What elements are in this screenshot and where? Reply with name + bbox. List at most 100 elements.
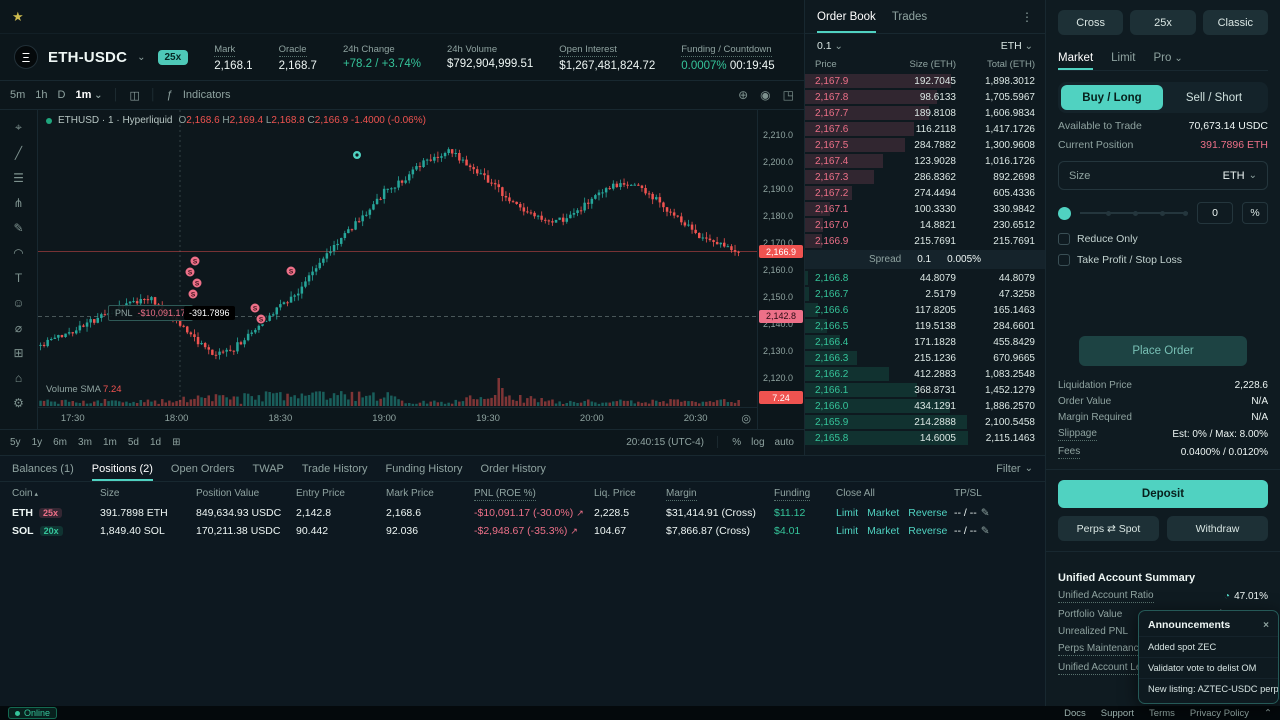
footer-link-privacy-policy[interactable]: Privacy Policy (1189, 707, 1250, 719)
sell-order-marker[interactable]: S (187, 288, 199, 300)
orderbook-row[interactable]: 2,166.0 434.1291 1,886.2570 (805, 398, 1045, 414)
indicators-button[interactable]: Indicators (182, 89, 231, 101)
orderbook-tab-order-book[interactable]: Order Book (817, 0, 876, 33)
dots-menu-icon[interactable]: ⋮ (1021, 9, 1033, 24)
slider-track[interactable] (1080, 210, 1188, 216)
orderbook-row[interactable]: 2,166.9 215.7691 215.7691 (805, 233, 1045, 249)
candle-style-icon[interactable]: ◫ (129, 89, 140, 102)
scale-auto[interactable]: auto (774, 437, 794, 448)
orderbook-row[interactable]: 2,166.7 2.5179 47.3258 (805, 286, 1045, 302)
orderbook-row[interactable]: 2,167.8 98.6133 1,705.5967 (805, 89, 1045, 105)
range-1d[interactable]: 1d (149, 437, 162, 448)
order-tab-limit[interactable]: Limit (1111, 52, 1136, 64)
pair-name[interactable]: ETH-USDC (48, 48, 128, 66)
drawing-tool-icon-6[interactable]: T (14, 271, 23, 285)
range-5y[interactable]: 5y (10, 437, 21, 448)
drawing-tool-icon-11[interactable]: ⚙ (13, 396, 24, 410)
slider-knob[interactable] (1058, 206, 1071, 220)
sell-order-marker[interactable]: S (285, 265, 297, 277)
range-6m[interactable]: 6m (53, 437, 68, 448)
timeframe-5m[interactable]: 5m (10, 89, 26, 101)
sell-order-marker[interactable]: S (184, 266, 196, 278)
range-3m[interactable]: 3m (78, 437, 92, 448)
orderbook-row[interactable]: 2,166.3 215.1236 670.9665 (805, 350, 1045, 366)
withdraw-button[interactable]: Withdraw (1167, 516, 1268, 541)
action-limit[interactable]: Limit (836, 507, 859, 519)
tab-balances[interactable]: Balances (1) (12, 462, 74, 475)
announcement-item[interactable]: New listing: AZTEC-USDC perps (1139, 678, 1278, 699)
drawing-tool-icon-7[interactable]: ☺ (12, 296, 25, 310)
orderbook-row[interactable]: 2,167.3 286.8362 892.2698 (805, 169, 1045, 185)
drawing-tool-icon-9[interactable]: ⊞ (13, 346, 24, 360)
orderbook-row[interactable]: 2,167.0 14.8821 230.6512 (805, 217, 1045, 233)
orderbook-row[interactable]: 2,166.4 171.1828 455.8429 (805, 334, 1045, 350)
sell-short-button[interactable]: Sell / Short (1185, 91, 1243, 104)
mode-button-cross[interactable]: Cross (1058, 10, 1124, 35)
sell-order-marker[interactable]: S (189, 255, 201, 267)
chart-tool-icon-2[interactable]: ◳ (782, 88, 794, 102)
size-unit-select[interactable]: ETH ⌄ (1222, 169, 1257, 182)
order-tab-pro[interactable]: Pro ⌄ (1153, 52, 1183, 64)
action-reverse[interactable]: Reverse (908, 507, 948, 519)
order-tab-market[interactable]: Market (1058, 46, 1093, 70)
orderbook-row[interactable]: 2,166.6 117.8205 165.1463 (805, 302, 1045, 318)
sell-order-marker[interactable]: S (255, 313, 267, 325)
tab-fundinghistory[interactable]: Funding History (385, 462, 463, 475)
drawing-tool-icon-4[interactable]: ✎ (13, 221, 24, 235)
scale-log[interactable]: log (751, 437, 765, 448)
drawing-tool-icon-2[interactable]: ☰ (13, 171, 24, 185)
drawing-tool-icon-8[interactable]: ⌀ (14, 321, 23, 335)
tab-positions[interactable]: Positions (2) (92, 456, 153, 481)
tab-tradehistory[interactable]: Trade History (301, 462, 368, 475)
chart-tool-icon-0[interactable]: ⊕ (738, 88, 749, 102)
time-axis[interactable]: 17:30 18:00 18:30 19:00 19:30 20:00 20:30 ◎ (38, 407, 757, 429)
tab-orderhistory[interactable]: Order History (480, 462, 546, 475)
orderbook-row[interactable]: 2,167.4 123.9028 1,016.1726 (805, 153, 1045, 169)
drawing-tool-icon-3[interactable]: ⋔ (13, 196, 24, 210)
perps-spot-transfer-button[interactable]: Perps ⇄ Spot (1058, 516, 1159, 541)
orderbook-row[interactable]: 2,165.8 14.6005 2,115.1463 (805, 430, 1045, 446)
orderbook-row[interactable]: 2,166.5 119.5138 284.6601 (805, 318, 1045, 334)
orderbook-row[interactable]: 2,166.2 412.2883 1,083.2548 (805, 366, 1045, 382)
footer-link-terms[interactable]: Terms (1149, 707, 1175, 719)
orderbook-row[interactable]: 2,167.9 192.7045 1,898.3012 (805, 73, 1045, 89)
fill-marker[interactable] (352, 150, 362, 160)
calendar-icon[interactable]: ⊞ (172, 437, 181, 448)
orderbook-row[interactable]: 2,167.1 100.3330 330.9842 (805, 201, 1045, 217)
share-icon[interactable]: ↗ (570, 526, 578, 536)
collapse-chevron-icon[interactable]: ⌃ (1264, 707, 1272, 719)
drawing-tool-icon-10[interactable]: ⌂ (14, 371, 23, 385)
orderbook-tab-trades[interactable]: Trades (891, 10, 928, 23)
action-limit[interactable]: Limit (836, 525, 859, 537)
orderbook-row[interactable]: 2,166.1 368.8731 1,452.1279 (805, 382, 1045, 398)
footer-link-docs[interactable]: Docs (1064, 707, 1086, 719)
mode-button-25x[interactable]: 25x (1130, 10, 1196, 35)
scale-%[interactable]: % (732, 437, 742, 448)
filter-button[interactable]: Filter ⌄ (996, 462, 1033, 475)
price-axis[interactable]: 2,210.0 2,200.0 2,190.0 2,180.0 2,170.0 2,160… (757, 110, 804, 429)
edit-icon[interactable]: ✎ (980, 507, 990, 519)
mode-button-classic[interactable]: Classic (1202, 10, 1268, 35)
buy-long-button[interactable]: Buy / Long (1061, 85, 1163, 110)
edit-icon[interactable]: ✎ (980, 525, 990, 537)
tick-size-select[interactable]: 0.1 ⌄ (817, 40, 843, 52)
range-1m[interactable]: 1m (102, 437, 117, 448)
orderbook-row[interactable]: 2,167.5 284.7882 1,300.9608 (805, 137, 1045, 153)
drawing-tool-icon-1[interactable]: ╱ (14, 146, 23, 160)
close-icon[interactable]: × (1263, 619, 1269, 631)
timeframe-1m[interactable]: 1m ⌄ (75, 89, 103, 101)
orderbook-row[interactable]: 2,167.6 116.2118 1,417.1726 (805, 121, 1045, 137)
fx-icon[interactable]: ƒ (166, 89, 173, 101)
action-reverse[interactable]: Reverse (908, 525, 948, 537)
tab-twap[interactable]: TWAP (252, 462, 284, 475)
announcement-item[interactable]: Validator vote to delist OM (1139, 657, 1278, 678)
announcement-item[interactable]: Added spot ZEC (1139, 636, 1278, 657)
footer-link-support[interactable]: Support (1100, 707, 1135, 719)
orderbook-row[interactable]: 2,166.8 44.8079 44.8079 (805, 270, 1045, 286)
coin-name[interactable]: ETH (12, 507, 33, 519)
chevron-down-icon[interactable]: ⌄ (137, 51, 146, 63)
orderbook-row[interactable]: 2,165.9 214.2888 2,100.5458 (805, 414, 1045, 430)
drawing-tool-icon-5[interactable]: ◠ (13, 246, 24, 260)
